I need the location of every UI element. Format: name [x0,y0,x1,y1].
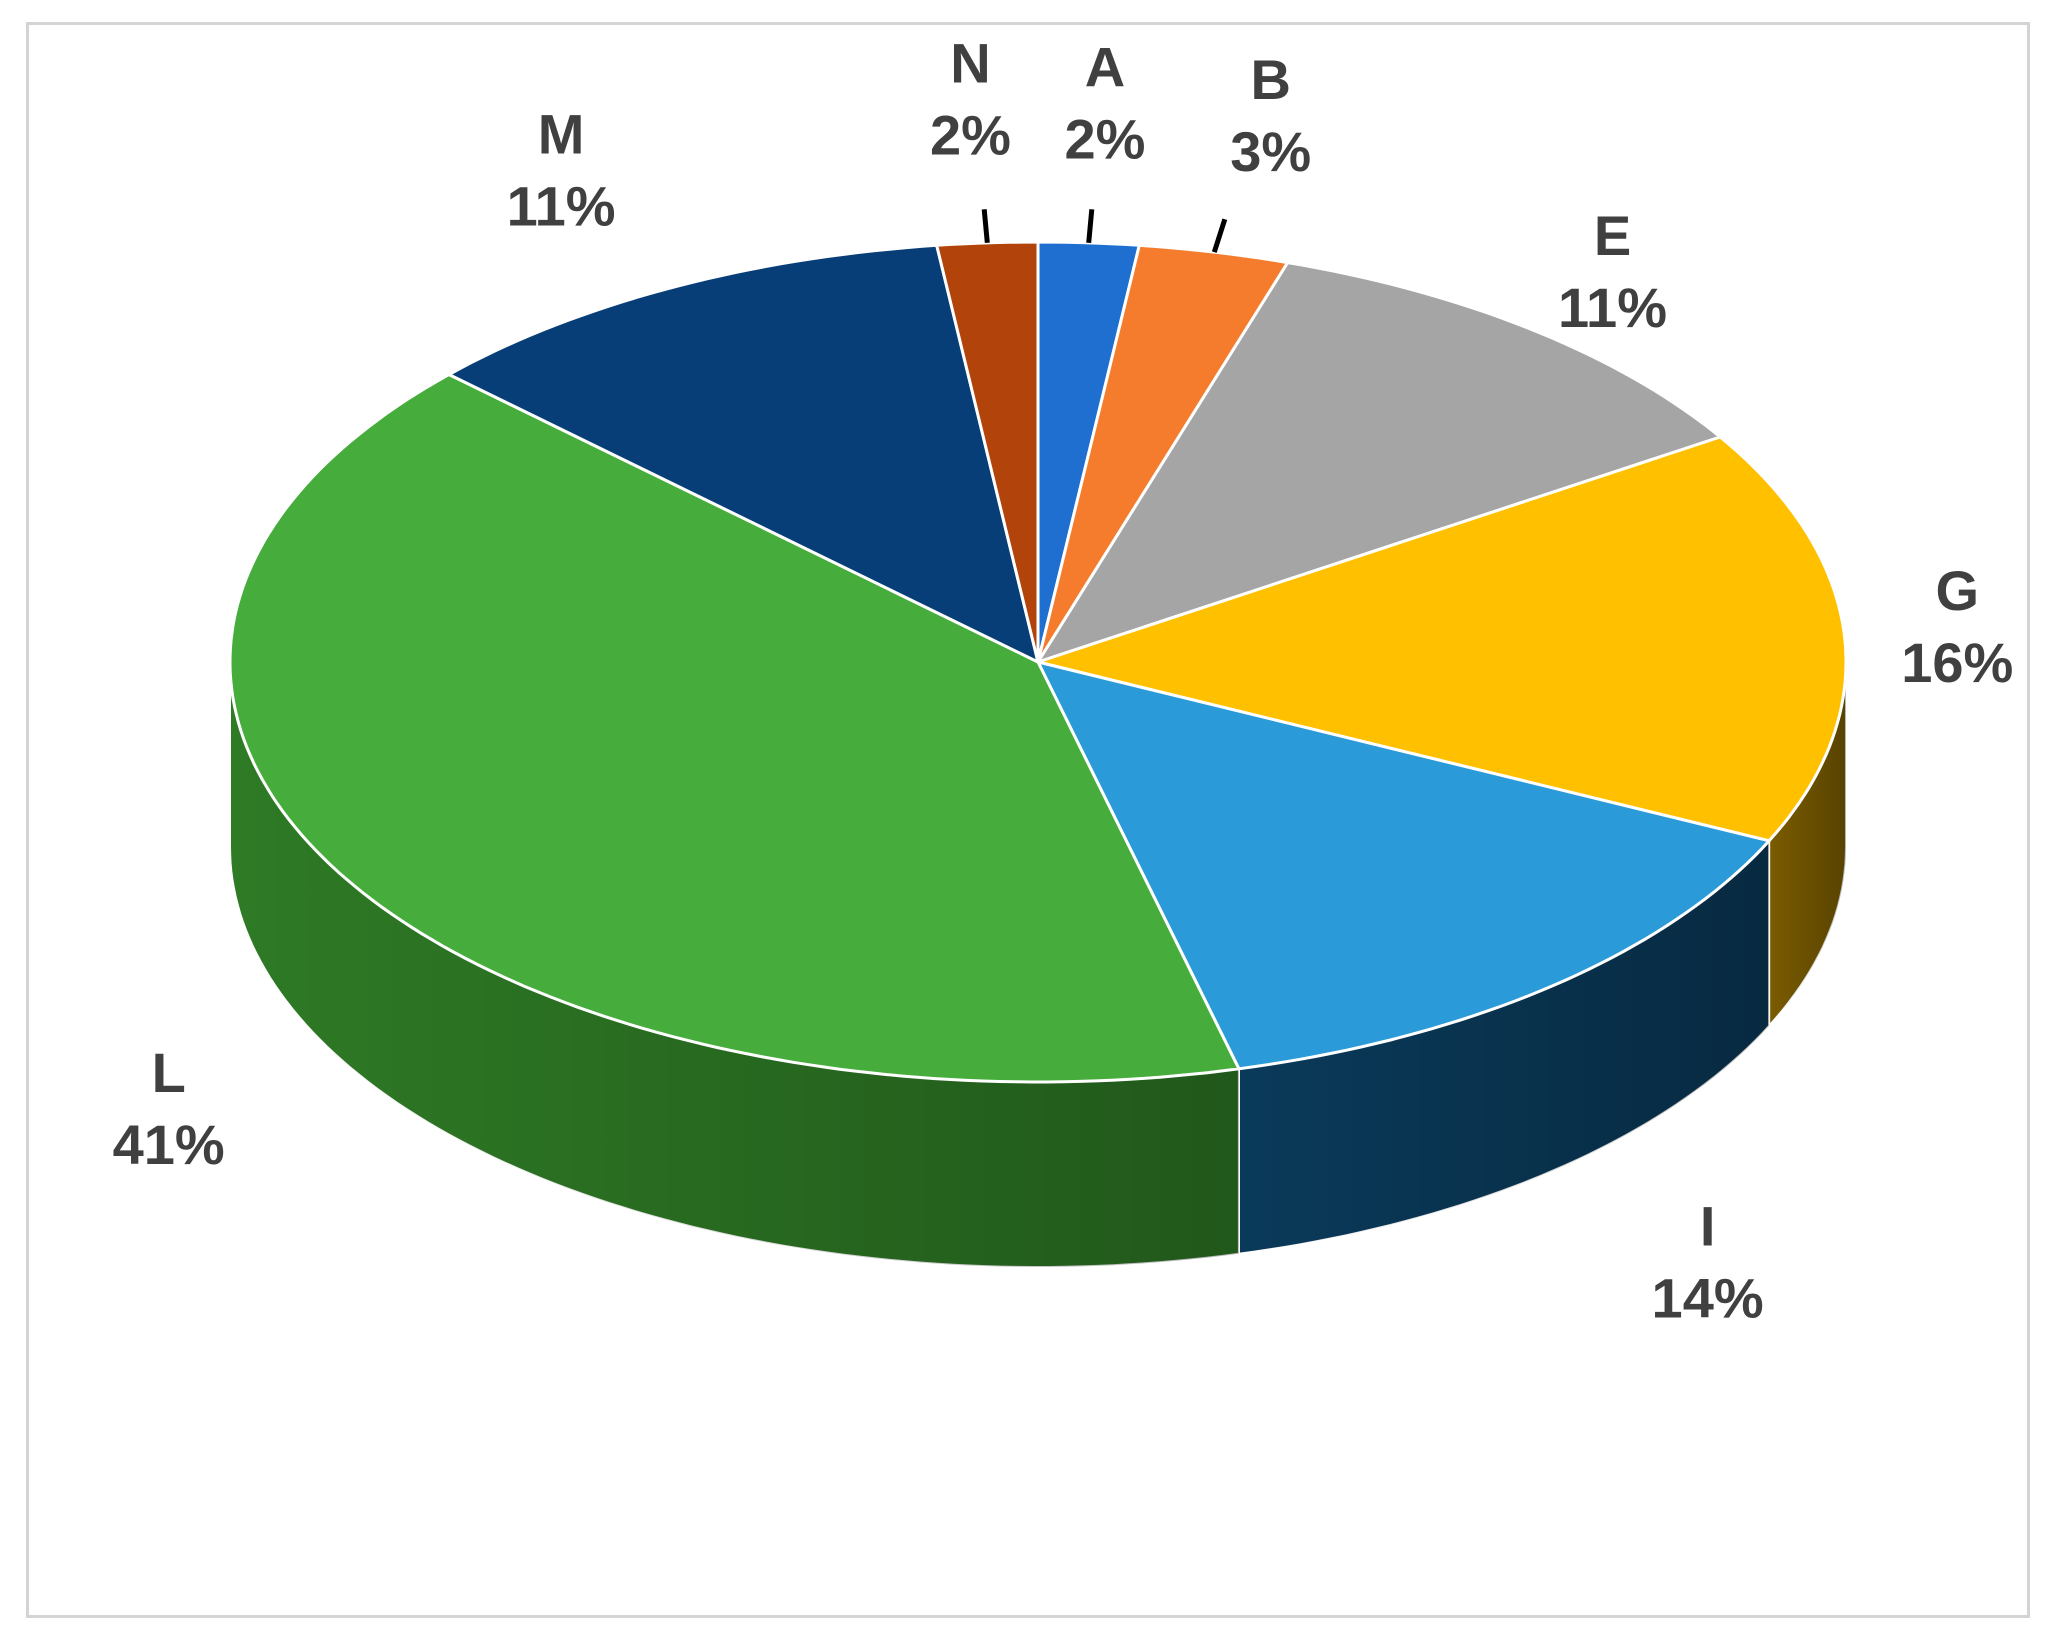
slice-percent-label-b: 3% [1230,120,1311,183]
pie-slice-g [1036,435,1848,843]
slice-category-label-g: G [1936,559,1980,622]
slice-percent-label-i: 14% [1652,1267,1764,1330]
slice-category-label-m: M [538,103,585,166]
pie-side-shade-l [230,662,1239,1267]
slice-category-label-l: L [152,1041,186,1104]
pie-slice-l [228,373,1241,1084]
pie-side-shade-i [1238,840,1770,1254]
leader-line-n [981,209,990,244]
slice-category-label-n: N [950,32,990,95]
pie-slice-n [935,240,1040,664]
slice-percent-label-n: 2% [930,104,1011,167]
slice-percent-label-m: 11% [507,175,616,238]
leader-line-a [1086,209,1095,244]
slice-percent-label-a: 2% [1065,108,1146,171]
slice-percent-label-e: 11% [1558,276,1667,339]
slice-category-label-b: B [1250,48,1290,111]
pie-slice-e [1036,261,1722,664]
slice-category-label-e: E [1594,204,1631,267]
leader-line-b [1211,218,1228,253]
pie-slice-i [1036,660,1771,1071]
slice-category-label-a: A [1085,36,1125,99]
slice-category-label-i: I [1700,1195,1716,1258]
slice-percent-label-g: 16% [1901,631,2013,694]
pie-slice-m [447,243,1040,664]
slice-percent-label-l: 41% [113,1113,225,1176]
